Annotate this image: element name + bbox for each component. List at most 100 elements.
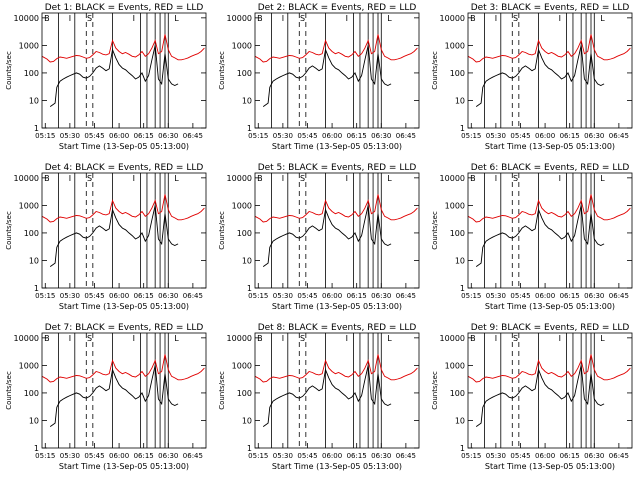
x-axis-label: Start Time (13-Sep-05 05:13:00) (272, 462, 402, 471)
plot-frame (254, 332, 420, 449)
y-tick-label: 1 (34, 124, 39, 133)
panel-title: Det 7: BLACK = Events, RED = LLD (45, 323, 204, 333)
series-lld (254, 354, 418, 383)
interval-letter: L (174, 174, 179, 183)
interval-letter: S (300, 174, 305, 183)
series-events (475, 45, 605, 107)
series-events (49, 205, 179, 267)
interval-letter: S (87, 14, 92, 23)
x-tick-label: 05:30 (60, 132, 80, 140)
interval-letter: B (44, 14, 50, 23)
y-tick-label: 1000 (445, 361, 465, 370)
x-tick-label: 05:15 (35, 452, 55, 460)
y-tick-label: 1000 (19, 201, 39, 210)
y-tick-label: 10 (455, 416, 465, 425)
detector-panel-8: Det 8: BLACK = Events, RED = LLD B I S I L 1 10… (213, 320, 426, 480)
y-tick-label: 10 (29, 96, 39, 105)
x-tick-label: 06:00 (109, 132, 129, 140)
interval-letter: L (600, 334, 605, 343)
plot-frame (41, 172, 207, 289)
x-axis-label: Start Time (13-Sep-05 05:13:00) (485, 462, 615, 471)
x-tick-label: 06:45 (183, 292, 203, 300)
series-lld (41, 354, 205, 383)
y-axis-label: Counts/sec (218, 51, 226, 90)
interval-letter: I (346, 174, 348, 183)
interval-letter: S (300, 334, 305, 343)
x-tick-label: 05:15 (461, 452, 481, 460)
y-tick-label: 10 (242, 96, 252, 105)
x-axis-label: Start Time (13-Sep-05 05:13:00) (59, 142, 189, 151)
plot-frame (467, 12, 633, 129)
y-tick-label: 1 (247, 124, 252, 133)
interval-letter: I (346, 14, 348, 23)
x-tick-label: 05:45 (510, 452, 530, 460)
plot-frame (41, 12, 207, 129)
y-tick-label: 1 (460, 124, 465, 133)
y-axis-label: Counts/sec (5, 51, 13, 90)
y-tick-label: 1 (460, 444, 465, 453)
interval-letter: I (282, 334, 284, 343)
interval-letter: I (282, 174, 284, 183)
x-tick-label: 06:30 (584, 452, 604, 460)
y-tick-label: 1 (34, 444, 39, 453)
x-tick-label: 06:30 (158, 292, 178, 300)
panel-title: Det 8: BLACK = Events, RED = LLD (258, 323, 417, 333)
x-tick-label: 05:15 (35, 292, 55, 300)
y-tick-label: 1000 (445, 41, 465, 50)
x-tick-label: 06:45 (609, 452, 629, 460)
x-tick-label: 06:45 (396, 452, 416, 460)
x-tick-label: 06:45 (396, 292, 416, 300)
interval-letter: I (69, 334, 71, 343)
panel-title: Det 6: BLACK = Events, RED = LLD (471, 163, 630, 173)
interval-letter: B (470, 334, 476, 343)
panel-title: Det 3: BLACK = Events, RED = LLD (471, 3, 630, 13)
series-lld (467, 354, 631, 383)
x-axis-label: Start Time (13-Sep-05 05:13:00) (59, 302, 189, 311)
interval-letter: L (600, 174, 605, 183)
y-tick-label: 100 (24, 229, 39, 238)
panel-title: Det 1: BLACK = Events, RED = LLD (45, 3, 204, 13)
x-tick-label: 06:30 (371, 452, 391, 460)
x-axis-label: Start Time (13-Sep-05 05:13:00) (272, 142, 402, 151)
x-tick-label: 06:15 (560, 132, 580, 140)
x-tick-label: 05:45 (84, 132, 104, 140)
interval-letter: B (44, 334, 50, 343)
y-tick-label: 100 (450, 69, 465, 78)
y-tick-label: 1000 (232, 361, 252, 370)
series-events (262, 365, 392, 427)
panel-title: Det 5: BLACK = Events, RED = LLD (258, 163, 417, 173)
interval-letter: B (257, 14, 263, 23)
detector-panel-7: Det 7: BLACK = Events, RED = LLD B I S I L 1 10… (0, 320, 213, 480)
x-tick-label: 06:15 (134, 452, 154, 460)
x-tick-label: 05:30 (486, 292, 506, 300)
x-tick-label: 06:15 (134, 132, 154, 140)
y-axis-label: Counts/sec (431, 371, 439, 410)
interval-letter: S (513, 14, 518, 23)
x-tick-label: 06:45 (609, 292, 629, 300)
interval-letter: B (44, 174, 50, 183)
y-tick-label: 10000 (227, 14, 252, 23)
interval-letter: L (387, 174, 392, 183)
y-tick-label: 1000 (232, 41, 252, 50)
interval-letter: I (133, 14, 135, 23)
x-tick-label: 06:15 (560, 452, 580, 460)
x-tick-label: 05:15 (248, 132, 268, 140)
y-tick-label: 100 (450, 229, 465, 238)
interval-letter: I (282, 14, 284, 23)
y-tick-label: 10000 (440, 14, 465, 23)
y-tick-label: 10000 (440, 334, 465, 343)
panel-title: Det 9: BLACK = Events, RED = LLD (471, 323, 630, 333)
interval-letter: I (69, 14, 71, 23)
x-tick-label: 06:45 (396, 132, 416, 140)
y-tick-label: 10000 (14, 174, 39, 183)
x-tick-label: 06:00 (109, 292, 129, 300)
interval-letter: L (174, 14, 179, 23)
y-axis-label: Counts/sec (218, 211, 226, 250)
y-tick-label: 10 (29, 256, 39, 265)
